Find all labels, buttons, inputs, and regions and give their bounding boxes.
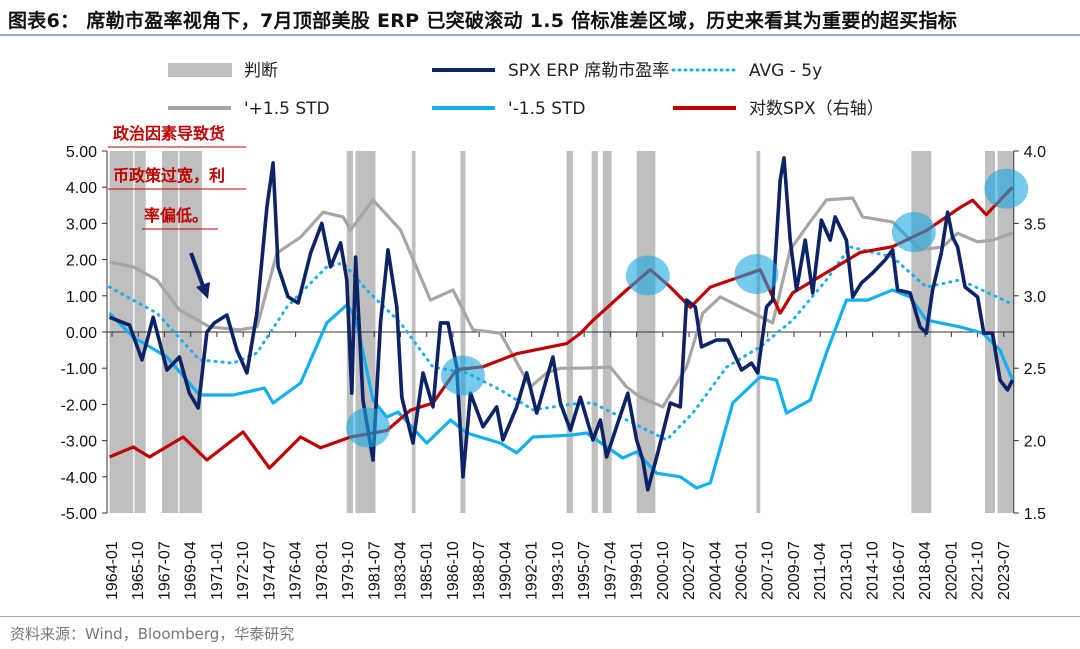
x-tick-label: 2020-01 (943, 541, 960, 600)
x-tick-label: 1967-07 (156, 541, 173, 600)
series-line-1-5-std (108, 288, 1014, 490)
legend-item: '-1.5 STD (432, 99, 586, 119)
x-tick-label: 1986-10 (445, 541, 462, 600)
legend-label: SPX ERP 席勒市盈率 (508, 61, 669, 81)
x-tick-label: 1999-01 (629, 541, 646, 600)
x-tick-label: 1988-07 (471, 541, 488, 600)
left-tick-label: -4.00 (61, 470, 98, 487)
x-tick-label: 1981-07 (366, 541, 383, 600)
x-tick-label: 2007-10 (760, 541, 777, 600)
x-tick-label: 2021-10 (970, 541, 987, 600)
x-tick-label: 1992-01 (524, 541, 541, 600)
x-tick-label: 1985-01 (419, 541, 436, 600)
x-tick-label: 1997-04 (602, 541, 619, 600)
left-tick-label: 5.00 (66, 144, 97, 161)
legend-label: AVG - 5y (749, 61, 822, 81)
series-line-log-spx (108, 186, 1014, 470)
highlight-circle (984, 168, 1029, 209)
x-tick-label: 1978-01 (314, 541, 331, 600)
left-tick-label: -2.00 (61, 397, 98, 414)
x-tick-label: 1983-04 (393, 541, 410, 600)
x-tick-label: 2006-01 (733, 541, 750, 600)
highlight-circle (440, 355, 485, 396)
highlight-circle (346, 407, 391, 448)
arrow-down-right-icon (189, 252, 210, 299)
legend-label: 判断 (244, 61, 278, 81)
x-tick-label: 1993-10 (550, 541, 567, 600)
legend-swatch (168, 63, 232, 77)
left-tick-label: 1.00 (66, 289, 97, 306)
chart-title: 图表6： 席勒市盈率视角下，7月顶部美股 ERP 已突破滚动 1.5 倍标准差区… (8, 10, 958, 32)
legend: 判断 SPX ERP 席勒市盈率 AVG - 5y '+1.5 STD '-1.5 ST… (168, 61, 884, 119)
x-tick-label: 1972-10 (235, 541, 252, 600)
left-tick-label: 4.00 (66, 180, 97, 197)
x-tick-label: 2016-07 (891, 541, 908, 600)
legend-item: AVG - 5y (671, 61, 822, 81)
x-tick-label: 1979-10 (340, 541, 357, 600)
annotation-line-2: 币政策过宽，利 (113, 166, 225, 185)
x-tick-label: 1974-07 (261, 541, 278, 600)
left-tick-label: 3.00 (66, 216, 97, 233)
x-tick-label: 2004-04 (707, 541, 724, 600)
legend-item: 对数SPX（右轴） (673, 99, 884, 119)
x-tick-label: 1976-04 (288, 541, 305, 600)
left-tick-label: -1.00 (61, 361, 98, 378)
right-tick-label: 4.0 (1024, 144, 1046, 161)
right-tick-label: 3.5 (1024, 216, 1046, 233)
x-tick-label: 2013-01 (838, 541, 855, 600)
left-tick-label: 2.00 (66, 253, 97, 270)
right-tick-label: 1.5 (1024, 506, 1046, 523)
x-tick-label: 2014-10 (865, 541, 882, 600)
highlight-circle (625, 255, 670, 296)
series-line-1-5-std (109, 196, 1014, 409)
legend-label: '-1.5 STD (508, 99, 586, 119)
axes: 5.00 4.00 3.00 2.00 1.00 0.00 -1.00 -2.00 -3.00 -… (61, 144, 1047, 600)
annotation-line-3: 率偏低。 (144, 206, 208, 225)
left-tick-label: -3.00 (61, 434, 98, 451)
series-lines (108, 156, 1015, 492)
x-tick-label: 1964-01 (104, 541, 121, 600)
annotation: 政治因素导致货 币政策过宽，利 率偏低。 (108, 124, 246, 299)
legend-label: '+1.5 STD (244, 99, 330, 119)
footer-divider (0, 616, 1080, 617)
right-tick-label: 2.0 (1024, 434, 1046, 451)
source-note: 资料来源：Wind，Bloomberg，华泰研究 (10, 625, 295, 643)
x-tick-label: 1990-04 (497, 541, 514, 600)
left-tick-label: 0.00 (66, 325, 97, 342)
legend-item: 判断 (168, 61, 278, 81)
highlight-circles (346, 168, 1029, 448)
legend-label: 对数SPX（右轴） (749, 99, 884, 119)
annotation-line-1: 政治因素导致货 (113, 124, 225, 143)
x-tick-label: 1969-04 (183, 541, 200, 600)
highlight-circle (891, 212, 936, 253)
x-tick-label: 1995-07 (576, 541, 593, 600)
legend-item: SPX ERP 席勒市盈率 (432, 61, 669, 81)
legend-item: '+1.5 STD (168, 99, 330, 119)
right-tick-label: 3.0 (1024, 289, 1046, 306)
x-tick-label: 1965-10 (130, 541, 147, 600)
x-tick-label: 2002-07 (681, 541, 698, 600)
x-tick-label: 1971-01 (209, 541, 226, 600)
x-tick-label: 2009-07 (786, 541, 803, 600)
series-line-avg-5y (108, 245, 1012, 442)
x-tick-label: 2000-10 (655, 541, 672, 600)
right-tick-label: 2.5 (1024, 361, 1046, 378)
series-line-spx-erp (108, 156, 1015, 492)
title-divider (0, 34, 1080, 36)
highlight-circle (734, 254, 779, 295)
x-tick-label: 2011-04 (812, 542, 829, 600)
x-tick-label: 2023-07 (996, 541, 1013, 600)
x-tick-label: 2018-04 (917, 541, 934, 600)
left-tick-label: -5.00 (61, 506, 98, 523)
